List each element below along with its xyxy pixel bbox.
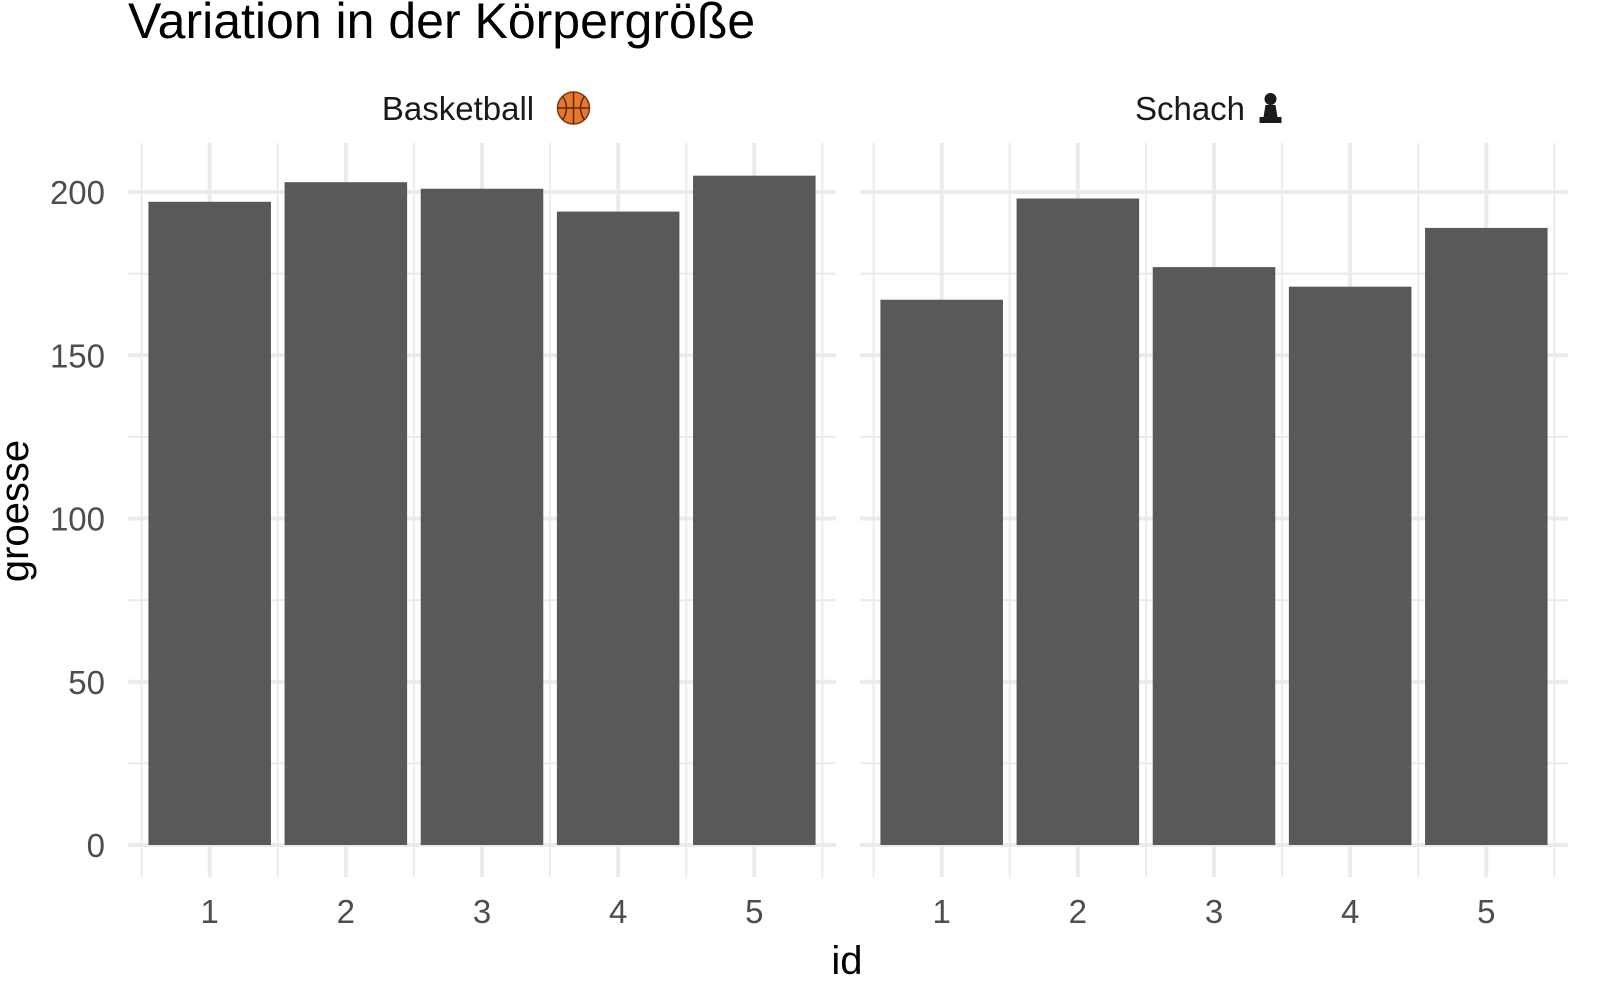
x-tick-label: 1	[201, 893, 219, 930]
facet-strip-label: Schach	[1135, 90, 1245, 127]
y-tick-label: 200	[50, 174, 105, 211]
bar-schach-1	[880, 299, 1003, 845]
y-tick-label: 0	[87, 827, 105, 864]
x-tick-label: 4	[609, 893, 627, 930]
bar-schach-3	[1152, 267, 1276, 846]
x-tick-label: 2	[337, 893, 355, 930]
basketball-icon-seam	[561, 95, 568, 121]
bar-basketball-1	[148, 201, 271, 846]
chess-pawn-icon	[1259, 93, 1282, 123]
bar-basketball-5	[693, 175, 816, 846]
bar-schach-2	[1016, 198, 1140, 845]
y-axis-title: groesse	[0, 440, 37, 582]
facet-strip-label: Basketball	[382, 90, 534, 127]
chess-pawn-icon-base	[1259, 117, 1282, 123]
x-tick-label: 5	[745, 893, 763, 930]
x-tick-label: 1	[933, 893, 951, 930]
chart-title: Variation in der Körpergröße	[128, 0, 755, 49]
chess-pawn-icon-head	[1264, 93, 1277, 105]
y-tick-label: 50	[68, 664, 105, 701]
basketball-icon	[556, 91, 591, 125]
x-tick-label: 2	[1069, 893, 1087, 930]
x-tick-label: 5	[1477, 893, 1495, 930]
facet-panel-2: 1 2 3 4 5 Schach	[860, 90, 1568, 930]
x-tick-label: 4	[1341, 893, 1359, 930]
bar-schach-5	[1425, 227, 1548, 846]
chess-pawn-icon-body	[1263, 105, 1278, 117]
bar-schach-4	[1288, 286, 1412, 845]
y-tick-label: 100	[50, 501, 105, 538]
basketball-icon-seam	[579, 95, 586, 121]
x-tick-label: 3	[1205, 893, 1223, 930]
bar-basketball-2	[284, 182, 408, 845]
bar-basketball-3	[420, 188, 544, 846]
y-tick-label: 150	[50, 337, 105, 374]
bar-basketball-4	[556, 211, 680, 846]
x-tick-label: 3	[473, 893, 491, 930]
x-axis-title: id	[831, 939, 862, 983]
